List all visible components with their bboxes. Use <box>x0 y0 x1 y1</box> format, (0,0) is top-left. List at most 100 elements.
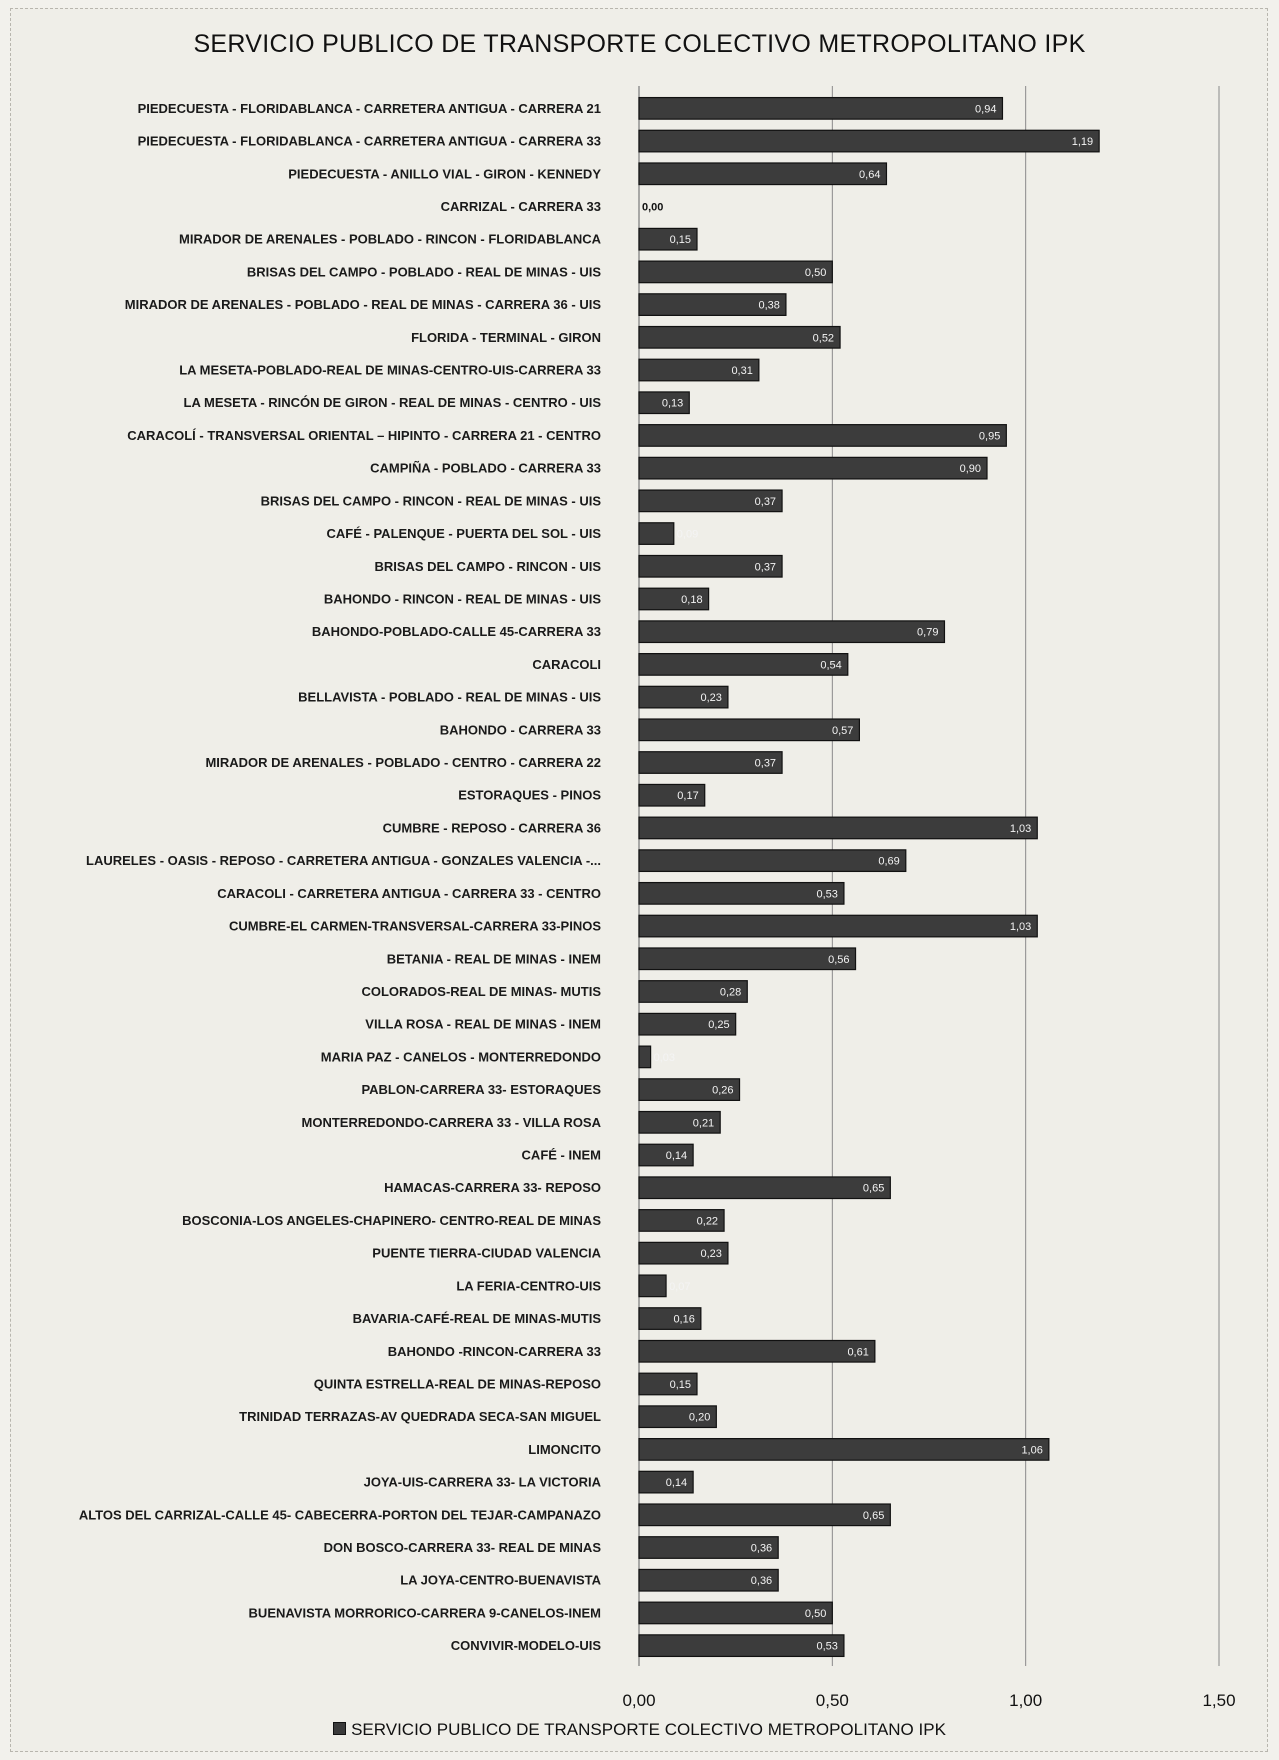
bar <box>638 980 748 1003</box>
category-label: BETANIA - REAL DE MINAS - INEM <box>387 951 601 966</box>
bar <box>638 1045 652 1069</box>
x-tick-label: 1,50 <box>1202 1691 1235 1710</box>
bar <box>638 1110 721 1134</box>
value-label: 0,03 <box>654 1052 675 1064</box>
value-label: 0,36 <box>751 1543 772 1555</box>
bar <box>638 554 783 578</box>
value-label: 0,64 <box>859 169 880 181</box>
value-label: 0,53 <box>817 1641 838 1653</box>
value-label: 0,31 <box>731 365 752 377</box>
category-label: CUMBRE-EL CARMEN-TRANSVERSAL-CARRERA 33-… <box>229 919 601 934</box>
category-label: MONTERREDONDO-CARRERA 33 - VILLA ROSA <box>302 1115 602 1130</box>
category-label: LA FERIA-CENTRO-UIS <box>456 1278 601 1293</box>
bar <box>638 1209 725 1232</box>
category-label: COLORADOS-REAL DE MINAS- MUTIS <box>361 984 601 999</box>
x-tick-label: 0,00 <box>622 1691 655 1710</box>
value-label: 0,95 <box>979 430 1000 442</box>
value-label: 0,13 <box>662 398 683 410</box>
bar-series <box>638 96 1100 1658</box>
category-label: BUENAVISTA MORRORICO-CARRERA 9-CANELOS-I… <box>249 1605 601 1620</box>
category-label: ALTOS DEL CARRIZAL-CALLE 45- CABECERRA-P… <box>79 1507 601 1522</box>
bar <box>638 816 1038 840</box>
bar <box>638 293 787 316</box>
bar <box>638 1143 694 1167</box>
category-label: BAVARIA-CAFÉ-REAL DE MINAS-MUTIS <box>353 1311 602 1326</box>
bar <box>638 391 690 415</box>
category-label: MARIA PAZ - CANELOS - MONTERREDONDO <box>321 1049 601 1064</box>
bar <box>638 1012 737 1036</box>
bar <box>638 1176 891 1200</box>
category-label: CARRIZAL - CARRERA 33 <box>441 199 601 214</box>
value-label: 0,54 <box>820 659 841 671</box>
category-label: LA JOYA-CENTRO-BUENAVISTA <box>400 1573 601 1588</box>
value-label: 0,65 <box>863 1183 884 1195</box>
chart-title: SERVICIO PUBLICO DE TRANSPORTE COLECTIVO… <box>193 30 1086 58</box>
bar <box>638 947 857 971</box>
bar <box>638 1536 779 1559</box>
category-label: MIRADOR DE ARENALES - POBLADO - REAL DE … <box>125 297 602 312</box>
category-label: CARACOLÍ - TRANSVERSAL ORIENTAL – HIPINT… <box>127 428 601 443</box>
bar <box>638 1568 779 1592</box>
category-label: LA MESETA-POBLADO-REAL DE MINAS-CENTRO-U… <box>179 363 601 378</box>
category-label: BAHONDO-POBLADO-CALLE 45-CARRERA 33 <box>312 624 601 639</box>
value-label: 0,37 <box>755 561 776 573</box>
value-label: 0,36 <box>751 1575 772 1587</box>
bar <box>638 456 988 480</box>
bar <box>638 1438 1050 1461</box>
value-label: 0,61 <box>847 1346 868 1358</box>
bar <box>638 751 783 774</box>
value-label: 1,06 <box>1021 1444 1042 1456</box>
bar <box>638 1372 698 1396</box>
value-label: 0,09 <box>677 529 698 541</box>
value-label: 0,65 <box>863 1510 884 1522</box>
bar <box>638 162 888 186</box>
value-label: 0,23 <box>701 692 722 704</box>
category-label: PABLON-CARRERA 33- ESTORAQUES <box>361 1082 601 1097</box>
category-label: QUINTA ESTRELLA-REAL DE MINAS-REPOSO <box>314 1376 601 1391</box>
value-label: 0,25 <box>708 1019 729 1031</box>
bar <box>638 1078 741 1101</box>
bar <box>638 358 760 382</box>
value-label: 0,37 <box>755 496 776 508</box>
category-label: BRISAS DEL CAMPO - RINCON - UIS <box>374 559 601 574</box>
bar <box>638 587 710 611</box>
value-label: 0,38 <box>759 300 780 312</box>
value-label: 0,14 <box>666 1477 687 1489</box>
bar <box>638 1503 891 1527</box>
bar <box>638 914 1038 938</box>
bar <box>638 1405 717 1429</box>
grid-lines <box>638 86 1220 1666</box>
bar <box>638 881 845 905</box>
category-label: MIRADOR DE ARENALES - POBLADO - CENTRO -… <box>205 755 601 770</box>
value-label: 0,50 <box>805 267 826 279</box>
category-label: BOSCONIA-LOS ANGELES-CHAPINERO- CENTRO-R… <box>182 1213 601 1228</box>
legend-label: SERVICIO PUBLICO DE TRANSPORTE COLECTIVO… <box>351 1720 946 1739</box>
value-label: 0,26 <box>712 1085 733 1097</box>
bar <box>638 849 907 873</box>
category-label: HAMACAS-CARRERA 33- REPOSO <box>384 1180 601 1195</box>
category-label: CONVIVIR-MODELO-UIS <box>451 1638 602 1653</box>
value-label: 0,07 <box>669 1281 690 1293</box>
bar <box>638 1241 729 1265</box>
bar <box>638 96 1004 120</box>
category-label: ESTORAQUES - PINOS <box>458 788 601 803</box>
category-label: BAHONDO - RINCON - REAL DE MINAS - UIS <box>324 591 601 606</box>
value-label: 0,15 <box>670 234 691 246</box>
category-label: LIMONCITO <box>528 1442 601 1457</box>
category-labels: PIEDECUESTA - FLORIDABLANCA - CARRETERA … <box>79 101 1093 1653</box>
value-label: 0,21 <box>693 1117 714 1129</box>
category-label: BRISAS DEL CAMPO - RINCON - REAL DE MINA… <box>261 493 602 508</box>
bar <box>638 260 833 284</box>
bar <box>638 489 783 513</box>
bar <box>638 1339 876 1363</box>
value-label: 0,18 <box>681 594 702 606</box>
bar <box>638 424 1007 447</box>
bar <box>638 1470 694 1494</box>
value-label: 0,69 <box>878 856 899 868</box>
value-label: 0,23 <box>701 1248 722 1260</box>
value-label: 0,56 <box>828 954 849 966</box>
x-tick-label: 1,00 <box>1009 1691 1042 1710</box>
category-label: CARACOLI - CARRETERA ANTIGUA - CARRERA 3… <box>217 886 601 901</box>
value-label: 0,79 <box>917 627 938 639</box>
